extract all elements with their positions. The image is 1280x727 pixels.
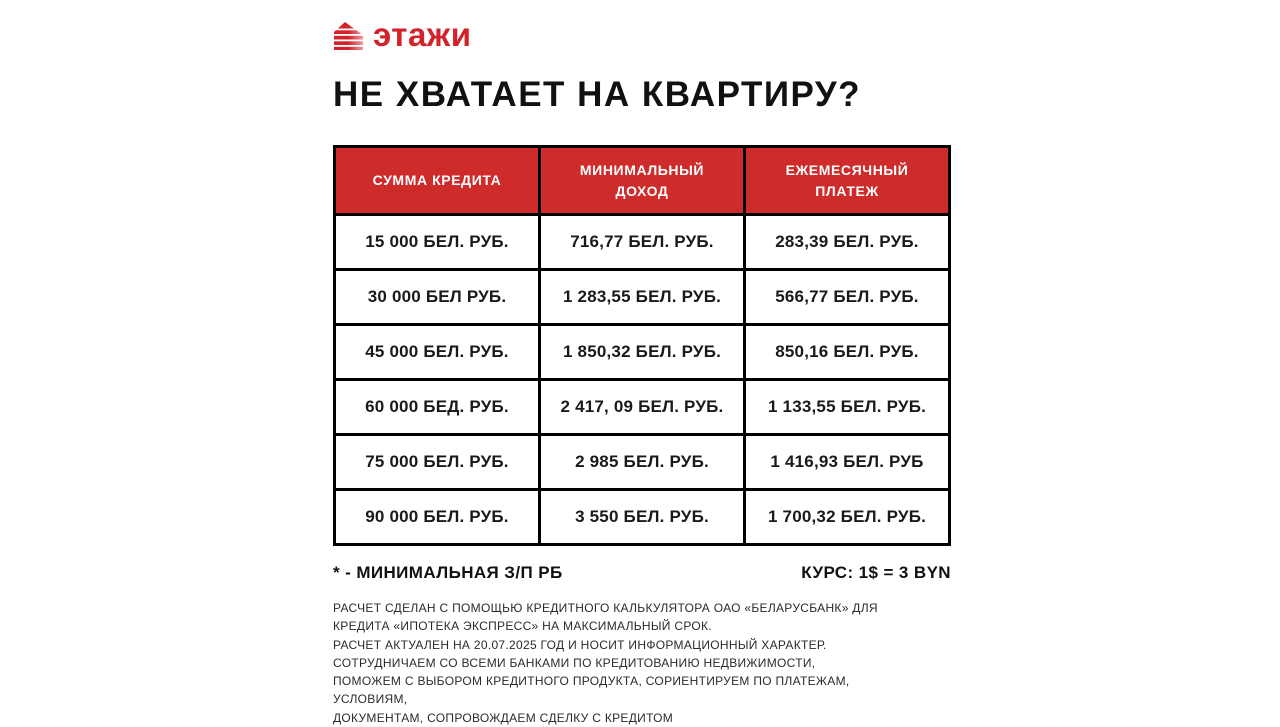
- header-min-income: МИНИМАЛЬНЫЙ ДОХОД: [538, 145, 746, 216]
- disclaimer-block: РАСЧЕТ СДЕЛАН С ПОМОЩЬЮ КРЕДИТНОГО КАЛЬК…: [333, 599, 951, 727]
- table-cell: 1 416,93 БЕЛ. РУБ: [743, 433, 951, 491]
- table-cell: 566,77 БЕЛ. РУБ.: [743, 268, 951, 326]
- table-cell: 1 700,32 БЕЛ. РУБ.: [743, 488, 951, 546]
- table-row: 90 000 БЕЛ. РУБ. 3 550 БЕЛ. РУБ. 1 700,3…: [333, 488, 951, 546]
- table-row: 60 000 БЕД. РУБ. 2 417, 09 БЕЛ. РУБ. 1 1…: [333, 378, 951, 436]
- table-row: 45 000 БЕЛ. РУБ. 1 850,32 БЕЛ. РУБ. 850,…: [333, 323, 951, 381]
- poster-content: этажи НЕ ХВАТАЕТ НА КВАРТИРУ? СУММА КРЕД…: [333, 18, 951, 727]
- header-min-income-label: МИНИМАЛЬНЫЙ ДОХОД: [579, 162, 705, 199]
- table-cell: 60 000 БЕД. РУБ.: [333, 378, 541, 436]
- disclaimer-line: РАСЧЕТ СДЕЛАН С ПОМОЩЬЮ КРЕДИТНОГО КАЛЬК…: [333, 601, 878, 615]
- table-cell: 2 417, 09 БЕЛ. РУБ.: [538, 378, 746, 436]
- brand-wordmark: этажи: [373, 15, 472, 53]
- table-cell: 75 000 БЕЛ. РУБ.: [333, 433, 541, 491]
- exchange-rate-note: КУРС: 1$ = 3 BYN: [801, 563, 951, 582]
- table-cell: 30 000 БЕЛ РУБ.: [333, 268, 541, 326]
- header-credit-sum: СУММА КРЕДИТА: [333, 145, 541, 216]
- table-cell: 45 000 БЕЛ. РУБ.: [333, 323, 541, 381]
- brand-logo: этажи: [333, 18, 951, 54]
- credit-table: СУММА КРЕДИТА МИНИМАЛЬНЫЙ ДОХОД ЕЖЕМЕСЯЧ…: [333, 145, 951, 546]
- disclaimer-line: ПОМОЖЕМ С ВЫБОРОМ КРЕДИТНОГО ПРОДУКТА, С…: [333, 674, 850, 689]
- table-cell: 716,77 БЕЛ. РУБ.: [538, 213, 746, 271]
- disclaimer-line: ДОКУМЕНТАМ, СОПРОВОЖДАЕМ СДЕЛКУ С КРЕДИТ…: [333, 710, 674, 725]
- table-cell: 15 000 БЕЛ. РУБ.: [333, 213, 541, 271]
- table-row: 75 000 БЕЛ. РУБ. 2 985 БЕЛ. РУБ. 1 416,9…: [333, 433, 951, 491]
- table-row: 15 000 БЕЛ. РУБ. 716,77 БЕЛ. РУБ. 283,39…: [333, 213, 951, 271]
- table-header-row: СУММА КРЕДИТА МИНИМАЛЬНЫЙ ДОХОД ЕЖЕМЕСЯЧ…: [333, 145, 951, 216]
- table-cell: 90 000 БЕЛ. РУБ.: [333, 488, 541, 546]
- table-cell: 2 985 БЕЛ. РУБ.: [538, 433, 746, 491]
- min-salary-note: * - МИНИМАЛЬНАЯ З/П РБ: [333, 563, 563, 582]
- table-cell: 1 850,32 БЕЛ. РУБ.: [538, 323, 746, 381]
- table-row: 30 000 БЕЛ РУБ. 1 283,55 БЕЛ. РУБ. 566,7…: [333, 268, 951, 326]
- table-cell: 1 133,55 БЕЛ. РУБ.: [743, 378, 951, 436]
- disclaimer-line: РАСЧЕТ АКТУАЛЕН НА 20.07.2025 ГОД И НОСИ…: [333, 637, 827, 652]
- table-cell: 283,39 БЕЛ. РУБ.: [743, 213, 951, 271]
- footnote-row: * - МИНИМАЛЬНАЯ З/П РБ КУРС: 1$ = 3 BYN: [333, 563, 951, 583]
- striped-house-icon: [333, 22, 364, 50]
- header-monthly-payment-label: ЕЖЕМЕСЯЧНЫЙ ПЛАТЕЖ: [785, 162, 909, 199]
- disclaimer-line: КРЕДИТА «ИПОТЕКА ЭКСПРЕСС» НА МАКСИМАЛЬН…: [333, 619, 712, 634]
- table-cell: 3 550 БЕЛ. РУБ.: [538, 488, 746, 546]
- header-monthly-payment: ЕЖЕМЕСЯЧНЫЙ ПЛАТЕЖ: [743, 145, 951, 216]
- table-cell: 850,16 БЕЛ. РУБ.: [743, 323, 951, 381]
- page-title: НЕ ХВАТАЕТ НА КВАРТИРУ?: [333, 75, 862, 114]
- table-cell: 1 283,55 БЕЛ. РУБ.: [538, 268, 746, 326]
- disclaimer-line: УСЛОВИЯМ,: [333, 692, 408, 707]
- header-credit-sum-label: СУММА КРЕДИТА: [372, 172, 502, 189]
- disclaimer-line: СОТРУДНИЧАЕМ СО ВСЕМИ БАНКАМИ ПО КРЕДИТО…: [333, 655, 816, 670]
